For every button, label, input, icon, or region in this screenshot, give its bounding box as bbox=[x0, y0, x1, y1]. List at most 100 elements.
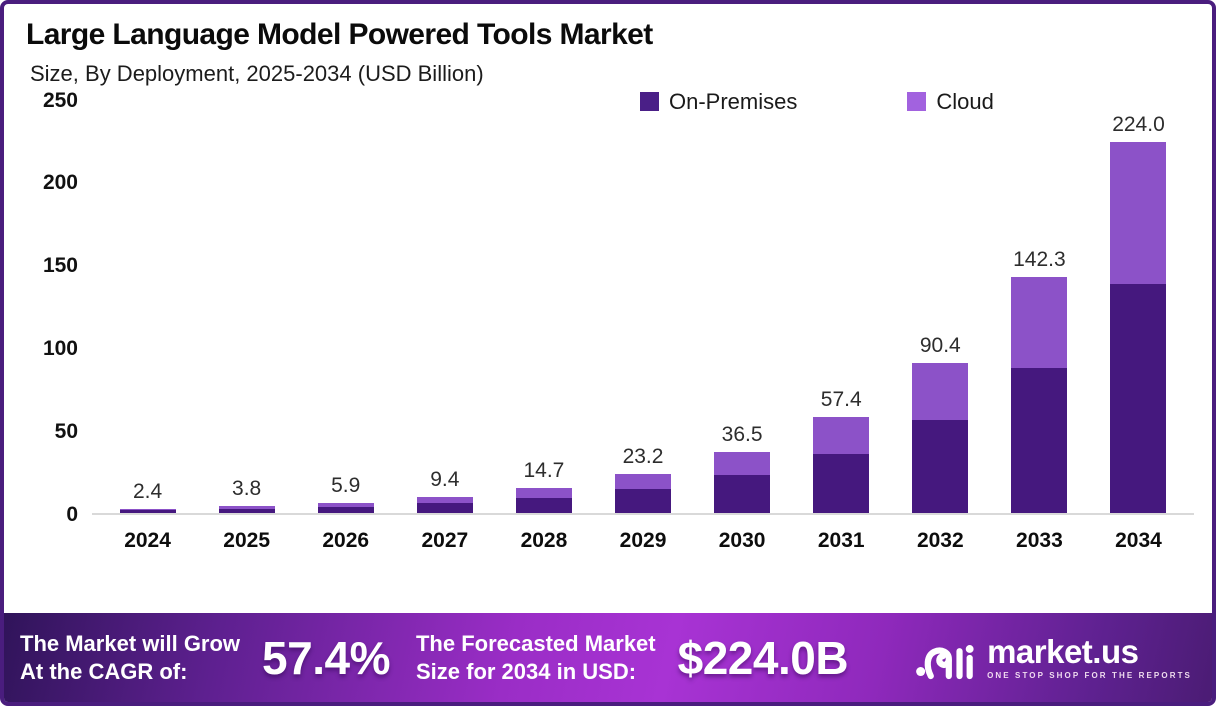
bar-segment-on-premises bbox=[714, 475, 771, 513]
y-tick-label: 100 bbox=[42, 336, 78, 360]
bar-group-2029: 23.2 bbox=[593, 445, 692, 513]
cagr-label-line2: At the CAGR of: bbox=[20, 658, 188, 684]
bar-stack bbox=[1110, 141, 1167, 513]
y-tick-label: 250 bbox=[42, 88, 78, 112]
bar-group-2027: 9.4 bbox=[395, 468, 494, 513]
bar-total-label: 3.8 bbox=[232, 477, 262, 501]
bar-total-label: 14.7 bbox=[523, 459, 565, 483]
bar-segment-cloud bbox=[317, 502, 374, 507]
bar-group-2025: 3.8 bbox=[197, 477, 296, 513]
bar-segment-on-premises bbox=[615, 488, 672, 513]
bar-stack bbox=[1011, 276, 1068, 513]
x-tick-label: 2026 bbox=[322, 528, 370, 552]
bar-segment-cloud bbox=[119, 508, 176, 511]
y-tick-label: 150 bbox=[42, 254, 78, 278]
bar-segment-on-premises bbox=[119, 510, 176, 513]
bar-stack bbox=[912, 362, 969, 513]
y-tick-label: 0 bbox=[66, 502, 78, 526]
bar-group-2024: 2.4 bbox=[98, 480, 197, 513]
x-tick-label: 2030 bbox=[718, 528, 766, 552]
brand-name: market.us bbox=[987, 633, 1139, 670]
bar-total-label: 9.4 bbox=[430, 467, 460, 491]
bar-group-2034: 224.0 bbox=[1089, 113, 1188, 513]
cagr-value: 57.4% bbox=[262, 631, 390, 684]
bar-segment-on-premises bbox=[416, 502, 473, 513]
bar-total-label: 142.3 bbox=[1013, 247, 1066, 271]
bar-segment-cloud bbox=[912, 362, 969, 421]
bar-total-label: 224.0 bbox=[1112, 112, 1165, 136]
legend-item-cloud: Cloud bbox=[907, 88, 994, 115]
legend-label: On-Premises bbox=[669, 88, 798, 114]
forecast-label-line2: Size for 2034 in USD: bbox=[415, 658, 637, 684]
x-tick-label: 2034 bbox=[1115, 528, 1162, 552]
brand-tagline: ONE STOP SHOP FOR THE REPORTS bbox=[987, 671, 1192, 680]
x-tick-label: 2025 bbox=[223, 528, 270, 552]
bar-stack bbox=[416, 496, 473, 513]
bar-stack bbox=[615, 474, 672, 513]
bar-segment-cloud bbox=[1011, 276, 1068, 368]
legend-label: Cloud bbox=[936, 88, 994, 114]
y-axis: 0 50 100 150 200 250 bbox=[4, 89, 84, 526]
forecast-label: The Forecasted Market Size for 2034 in U… bbox=[416, 630, 656, 685]
plot-area: 2.4 3.8 5.9 9.4 14.7 23.2 36.5 57.4 90.4 142.3 224… bbox=[92, 101, 1194, 515]
bar-total-label: 23.2 bbox=[622, 445, 664, 469]
bar-segment-on-premises bbox=[813, 454, 870, 513]
x-axis-labels: 2024 2025 2026 2027 2028 2029 2030 2031 2032 2033… bbox=[92, 529, 1194, 553]
cagr-label: The Market will Grow At the CAGR of: bbox=[20, 630, 240, 685]
footer-banner: The Market will Grow At the CAGR of: 57.… bbox=[4, 613, 1212, 702]
x-tick-label: 2033 bbox=[1016, 528, 1063, 552]
bar-stack bbox=[317, 502, 374, 513]
legend-item-on-premises: On-Premises bbox=[640, 89, 797, 115]
bar-segment-on-premises bbox=[515, 497, 572, 513]
bar-segment-cloud bbox=[615, 474, 672, 489]
chart-subtitle: Size, By Deployment, 2025-2034 (USD Bill… bbox=[30, 60, 484, 86]
bar-segment-cloud bbox=[1110, 141, 1167, 285]
brand-logo: market.us ONE STOP SHOP FOR THE REPORTS bbox=[915, 631, 1192, 685]
y-tick-label: 50 bbox=[54, 419, 78, 443]
plot-wrapper: On-Premises Cloud 2.4 3.8 5.9 9.4 14.7 23.2 36… bbox=[92, 89, 1194, 553]
x-tick-label: 2024 bbox=[124, 528, 171, 552]
bar-group-2028: 14.7 bbox=[494, 459, 593, 513]
forecast-label-line1: The Forecasted Market bbox=[415, 631, 656, 656]
bar-stack bbox=[515, 488, 572, 513]
bar-segment-on-premises bbox=[912, 420, 969, 513]
bar-group-2032: 90.4 bbox=[891, 334, 990, 513]
x-tick-label: 2029 bbox=[619, 528, 667, 552]
bar-stack bbox=[119, 508, 176, 513]
bar-group-2030: 36.5 bbox=[693, 423, 792, 513]
on-premises-swatch-icon bbox=[640, 92, 659, 111]
bar-segment-cloud bbox=[714, 452, 771, 476]
y-tick-label: 200 bbox=[42, 171, 78, 195]
legend: On-Premises Cloud bbox=[640, 89, 994, 115]
bar-total-label: 36.5 bbox=[721, 423, 763, 447]
x-tick-label: 2031 bbox=[817, 528, 865, 552]
bar-group-2031: 57.4 bbox=[792, 388, 891, 513]
bar-total-label: 90.4 bbox=[919, 333, 961, 357]
bar-group-2026: 5.9 bbox=[296, 474, 395, 513]
forecast-value: $224.0B bbox=[677, 631, 849, 684]
bar-group-2033: 142.3 bbox=[990, 248, 1089, 513]
bar-segment-on-premises bbox=[218, 508, 275, 513]
bar-stack bbox=[813, 417, 870, 513]
chart-title: Large Language Model Powered Tools Marke… bbox=[26, 18, 653, 51]
cagr-label-line1: The Market will Grow bbox=[20, 631, 241, 656]
bar-segment-cloud bbox=[515, 488, 572, 498]
cloud-swatch-icon bbox=[907, 92, 927, 111]
bar-total-label: 57.4 bbox=[820, 388, 862, 412]
bar-stack bbox=[218, 506, 275, 513]
bar-segment-on-premises bbox=[317, 506, 374, 513]
header: Large Language Model Powered Tools Marke… bbox=[4, 4, 1212, 87]
bar-segment-cloud bbox=[218, 506, 275, 509]
bar-total-label: 5.9 bbox=[331, 473, 361, 497]
bar-stack bbox=[714, 452, 771, 513]
x-tick-label: 2028 bbox=[520, 528, 568, 552]
x-tick-label: 2032 bbox=[916, 528, 964, 552]
bar-segment-cloud bbox=[416, 496, 473, 503]
chart: 0 50 100 150 200 250 On-Premises Cloud 2.4 3.8… bbox=[4, 89, 1212, 614]
brand-text: market.us ONE STOP SHOP FOR THE REPORTS bbox=[987, 635, 1192, 680]
bar-segment-on-premises bbox=[1011, 367, 1068, 513]
bar-segment-cloud bbox=[813, 417, 870, 455]
marketus-logo-icon bbox=[916, 644, 974, 679]
bar-total-label: 2.4 bbox=[132, 479, 163, 503]
